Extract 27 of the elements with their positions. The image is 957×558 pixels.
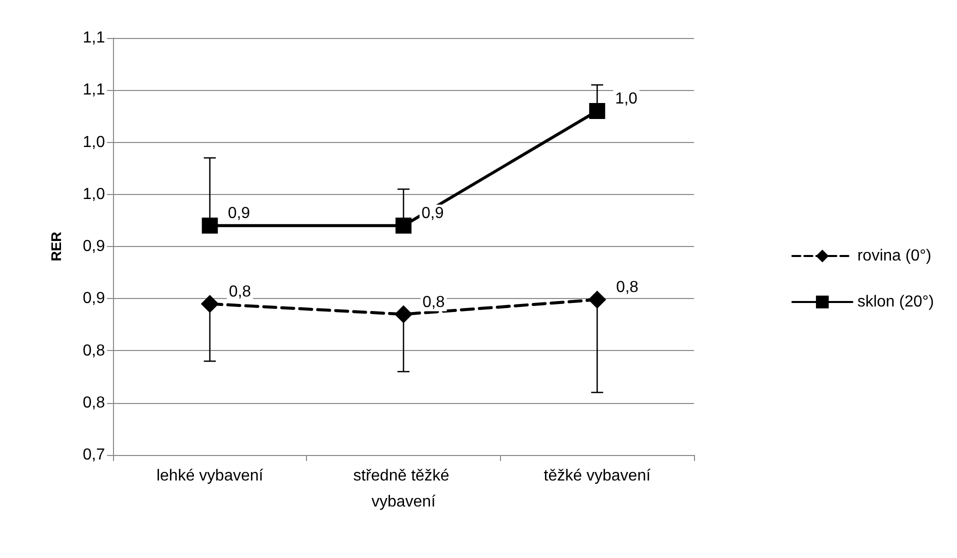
data-label: 0,8: [616, 279, 639, 296]
y-tick-label: 1,0: [82, 186, 106, 203]
legend-label: rovina (0°): [857, 248, 932, 264]
point: [202, 218, 218, 234]
y-tick-label: 1,1: [82, 30, 106, 46]
y-tick-label: 0,7: [82, 446, 106, 464]
y-tick-label: 1,0: [82, 134, 106, 151]
point: [589, 102, 606, 119]
data-label: 0,8: [422, 294, 445, 311]
y-axis-title: RER: [48, 232, 64, 262]
point: [396, 218, 412, 234]
y-tick-label: 0,9: [82, 238, 106, 255]
x-tick-label: těžké vybavení: [544, 468, 652, 484]
data-label: 0,9: [422, 205, 444, 222]
data-label: 0,9: [228, 205, 250, 222]
legend-label: sklon (20°): [857, 294, 934, 310]
point: [394, 305, 412, 324]
x-tick-label: lehké vybavení: [156, 468, 264, 484]
y-tick-label: 0,8: [82, 342, 106, 360]
data-label: 0,8: [228, 283, 252, 300]
y-tick-label: 0,8: [82, 394, 106, 412]
y-tick-label: 1,1: [82, 82, 106, 99]
data-label: 1,0: [615, 90, 638, 108]
point: [200, 294, 219, 313]
x-tick-label: středně těžké vybavení: [353, 468, 454, 510]
y-tick-label: 0,9: [82, 290, 106, 308]
point: [588, 290, 606, 309]
